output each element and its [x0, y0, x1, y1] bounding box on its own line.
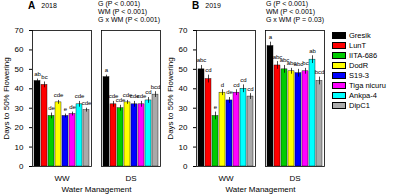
svg-text:a: a — [105, 67, 109, 73]
html-text:IITA-686: IITA-686 — [349, 50, 378, 60]
svg-text:10: 10 — [15, 143, 24, 152]
svg-text:20: 20 — [179, 123, 188, 132]
svg-text:Water Management: Water Management — [62, 185, 133, 194]
svg-text:cde: cde — [108, 93, 119, 100]
svg-text:e: e — [64, 106, 68, 112]
svg-text:20: 20 — [15, 123, 24, 132]
svg-text:DS: DS — [125, 174, 136, 183]
html-text:2018: 2018 — [41, 2, 57, 9]
svg-text:abc: abc — [286, 60, 297, 67]
svg-text:cd: cd — [145, 89, 151, 95]
svg-text:bcd: bcd — [315, 69, 325, 75]
svg-text:WW: WW — [218, 174, 234, 183]
html-text:Gresik: Gresik — [349, 30, 371, 40]
svg-text:d: d — [221, 82, 224, 88]
svg-text:Days to 50% Flowering: Days to 50% Flowering — [166, 57, 175, 139]
html-text:G (P < 0.001): G (P < 0.001) — [98, 0, 141, 7]
svg-text:cd: cd — [205, 67, 211, 73]
svg-text:70: 70 — [179, 26, 188, 35]
html-text:G (P < 0.001): G (P < 0.001) — [266, 0, 309, 7]
svg-text:WW: WW — [54, 174, 70, 183]
svg-text:cde: cde — [122, 92, 133, 99]
svg-text:ab: ab — [34, 71, 41, 77]
svg-text:ab: ab — [309, 48, 316, 54]
svg-text:cde: cde — [136, 93, 147, 100]
svg-text:40: 40 — [15, 84, 24, 93]
svg-text:e: e — [214, 104, 218, 110]
html-text:WM (P < 0.001): WM (P < 0.001) — [98, 8, 148, 15]
html-text:LunT: LunT — [349, 40, 367, 50]
svg-text:cde: cde — [129, 93, 140, 100]
svg-text:cde: cde — [75, 93, 85, 99]
html-text:G x WM (P = 0.03): G x WM (P = 0.03) — [266, 16, 324, 23]
svg-text:50: 50 — [179, 65, 188, 74]
svg-text:10: 10 — [179, 143, 188, 152]
svg-text:bc: bc — [41, 74, 47, 80]
svg-text:60: 60 — [15, 45, 24, 54]
html-text:B: B — [192, 0, 200, 11]
html-text:G x WM (P < 0.001): G x WM (P < 0.001) — [98, 16, 160, 23]
svg-text:50: 50 — [15, 65, 24, 74]
html-text:WM (P < 0.001): WM (P < 0.001) — [266, 8, 316, 15]
svg-text:Days to 50% Flowering: Days to 50% Flowering — [2, 57, 11, 139]
svg-text:cde: cde — [115, 97, 126, 104]
svg-text:abc: abc — [272, 53, 283, 60]
svg-text:40: 40 — [179, 84, 188, 93]
svg-text:0: 0 — [183, 162, 188, 171]
svg-text:30: 30 — [179, 104, 188, 113]
html-text:A: A — [28, 0, 36, 11]
svg-text:30: 30 — [15, 104, 24, 113]
svg-text:a: a — [269, 34, 273, 40]
svg-text:60: 60 — [179, 45, 188, 54]
svg-text:abc: abc — [279, 57, 290, 64]
svg-text:bcd: bcd — [151, 84, 161, 90]
svg-text:cde: cde — [82, 100, 92, 106]
html-text:S19-3: S19-3 — [349, 70, 369, 80]
html-text:DipC1: DipC1 — [349, 100, 370, 110]
svg-text:cde: cde — [54, 92, 64, 98]
html-text:2019: 2019 — [205, 2, 221, 9]
html-text:Tiga nicuru: Tiga nicuru — [349, 80, 386, 90]
svg-text:70: 70 — [15, 26, 24, 35]
svg-text:cd: cd — [247, 86, 253, 92]
svg-text:bc: bc — [302, 60, 308, 66]
html-text:Ankpa-4: Ankpa-4 — [349, 90, 377, 100]
svg-text:cd: cd — [233, 82, 239, 88]
svg-text:de: de — [226, 89, 233, 95]
svg-text:de: de — [69, 104, 76, 110]
svg-text:abc: abc — [197, 57, 207, 63]
svg-text:Water Management: Water Management — [226, 185, 297, 194]
svg-text:abc: abc — [293, 61, 304, 68]
html-text:DodR: DodR — [349, 60, 369, 70]
svg-text:cd: cd — [240, 77, 246, 83]
svg-text:DS: DS — [289, 174, 300, 183]
svg-text:0: 0 — [19, 162, 24, 171]
svg-text:de: de — [48, 105, 55, 111]
